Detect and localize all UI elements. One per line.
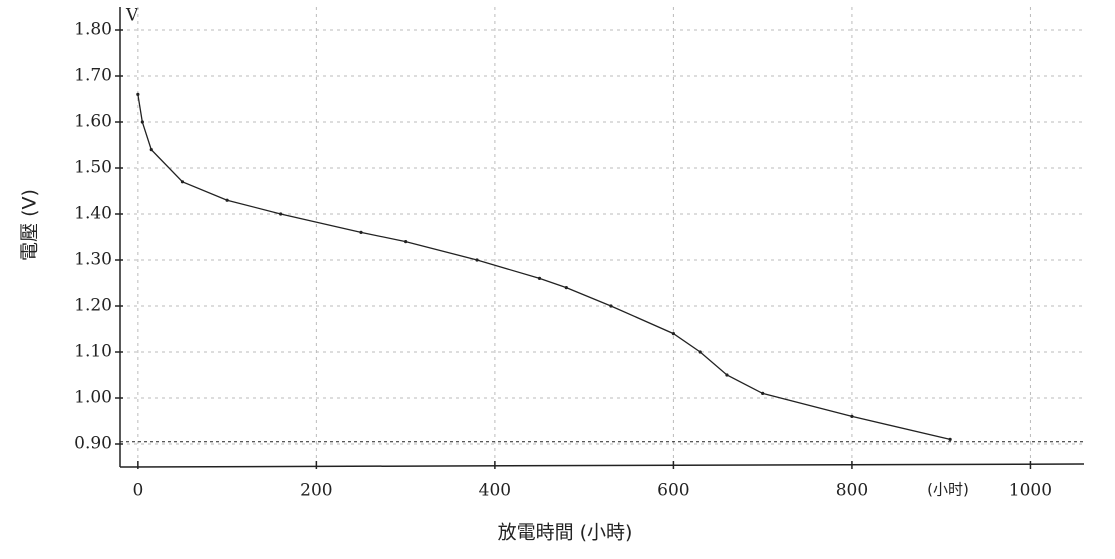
x-tick-label: 400 xyxy=(479,481,511,501)
data-point xyxy=(225,198,229,202)
x-tick-label: 200 xyxy=(300,481,332,501)
x-axis xyxy=(119,463,1085,468)
y-tick-label: 1.80 xyxy=(74,20,112,40)
data-point xyxy=(404,240,408,244)
data-point xyxy=(609,304,613,308)
y-tick-label: 1.50 xyxy=(74,158,112,178)
y-tick-label: 1.00 xyxy=(74,388,112,408)
data-point xyxy=(140,120,144,124)
data-point xyxy=(850,414,854,418)
y-axis-label: 電壓 (V) xyxy=(19,189,41,261)
data-line xyxy=(137,94,951,441)
y-tick-label: 1.30 xyxy=(74,250,112,270)
x-tick-label: 800 xyxy=(836,481,868,501)
data-point xyxy=(279,212,283,216)
y-tick-label: 1.60 xyxy=(74,112,112,132)
data-point xyxy=(761,391,765,395)
data-point xyxy=(671,332,676,336)
data-point xyxy=(725,373,729,377)
y-tick-label: 1.40 xyxy=(74,204,112,224)
data-point xyxy=(136,92,140,96)
x-tick-label: 0 xyxy=(132,481,143,501)
y-tick-label: 1.10 xyxy=(74,342,112,362)
x-tick-label: 600 xyxy=(657,481,689,501)
y-unit: V xyxy=(125,6,139,26)
data-point xyxy=(564,286,568,290)
x-axis-label: 放電時間 (小時) xyxy=(498,522,633,544)
data-point xyxy=(359,230,363,234)
data-point xyxy=(149,148,153,152)
y-tick-label: 1.20 xyxy=(74,296,112,316)
x-tick-label: 1000 xyxy=(1009,481,1052,501)
data-point xyxy=(698,350,702,354)
y-tick-label: 1.70 xyxy=(74,66,112,86)
data-point xyxy=(475,258,479,262)
y-tick-label: 0.90 xyxy=(74,434,112,454)
x-unit: (小时) xyxy=(927,481,969,499)
data-point xyxy=(948,437,952,441)
data-point xyxy=(537,276,542,280)
data-point xyxy=(180,180,185,184)
